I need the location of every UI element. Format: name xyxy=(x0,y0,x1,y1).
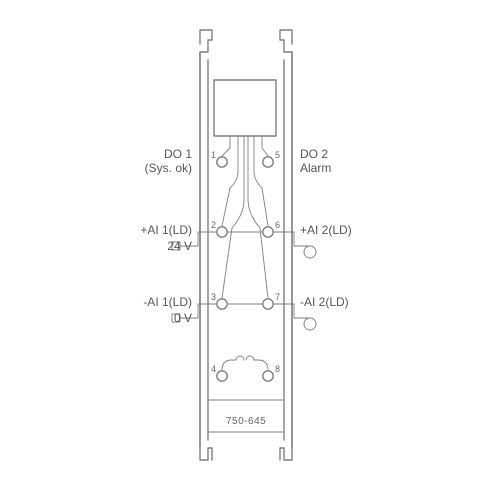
label-24v: 24 V xyxy=(167,240,192,254)
pin-1: 1 xyxy=(211,150,216,160)
pin-7: 7 xyxy=(275,292,280,302)
pin-5: 5 xyxy=(275,150,280,160)
pin-4: 4 xyxy=(211,364,216,374)
label-do1-line1: DO 1 xyxy=(145,148,192,162)
pin-8: 8 xyxy=(275,364,280,374)
label-ai2p: +AI 2(LD) xyxy=(300,224,352,238)
label-0v: 0 V xyxy=(174,312,192,326)
label-do2: DO 2 Alarm xyxy=(300,148,331,176)
label-do2-line1: DO 2 xyxy=(300,148,331,162)
pin-2: 2 xyxy=(211,220,216,230)
pin-3: 3 xyxy=(211,292,216,302)
label-do1: DO 1 (Sys. ok) xyxy=(145,148,192,176)
label-do1-line2: (Sys. ok) xyxy=(145,162,192,176)
pin-6: 6 xyxy=(275,220,280,230)
label-do2-line2: Alarm xyxy=(300,162,331,176)
label-ai2n: -AI 2(LD) xyxy=(300,296,349,310)
part-number: 750-645 xyxy=(226,416,266,427)
label-ai1p: +AI 1(LD) xyxy=(140,224,192,238)
label-ai1n: -AI 1(LD) xyxy=(143,296,192,310)
